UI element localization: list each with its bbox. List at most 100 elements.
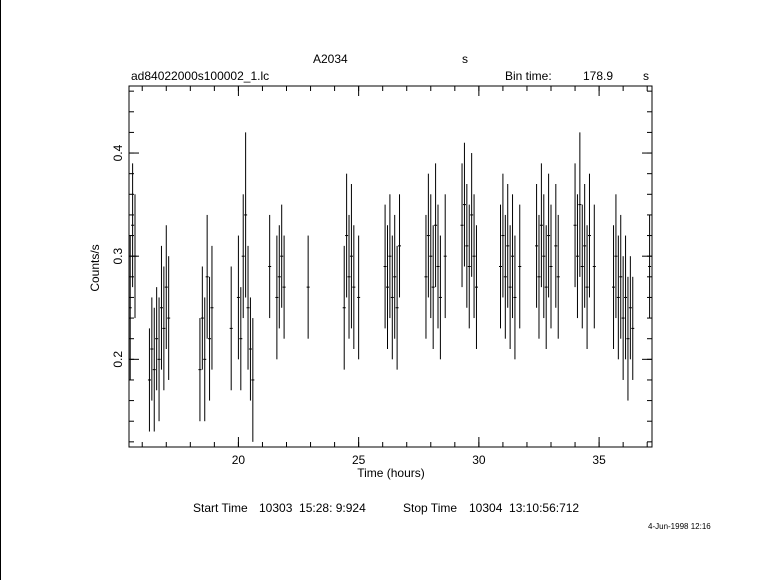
data-point bbox=[535, 183, 539, 308]
data-point bbox=[587, 173, 591, 298]
data-point bbox=[280, 204, 284, 308]
data-point bbox=[131, 163, 135, 288]
data-point bbox=[239, 287, 243, 391]
data-point bbox=[648, 214, 652, 319]
data-point bbox=[616, 235, 620, 360]
data-point bbox=[241, 194, 245, 319]
stop-time-value: 10304 13:10:56:712 bbox=[469, 501, 580, 515]
data-point bbox=[467, 204, 471, 329]
start-time-label: Start Time bbox=[193, 501, 248, 515]
data-point bbox=[542, 194, 546, 319]
data-point bbox=[229, 266, 233, 391]
data-point bbox=[155, 287, 159, 391]
plot-title: A2034 bbox=[313, 52, 348, 66]
plot-frame bbox=[128, 85, 653, 448]
window-left-edge bbox=[0, 0, 1, 580]
major-ticks bbox=[129, 86, 652, 447]
data-point bbox=[472, 194, 476, 319]
data-point bbox=[251, 318, 255, 442]
data-point bbox=[133, 194, 137, 319]
data-point bbox=[159, 245, 163, 370]
data-point bbox=[556, 214, 560, 339]
data-point bbox=[501, 173, 505, 298]
start-time-value: 10303 15:28: 9:924 bbox=[259, 501, 366, 515]
data-point bbox=[282, 235, 286, 339]
title-suffix: s bbox=[462, 52, 468, 66]
data-point bbox=[167, 256, 171, 380]
data-point bbox=[352, 225, 356, 350]
data-point bbox=[157, 297, 161, 422]
data-point bbox=[200, 266, 204, 370]
data-point bbox=[443, 194, 447, 319]
x-tick-label: 30 bbox=[472, 453, 486, 467]
data-point bbox=[578, 132, 582, 277]
data-point bbox=[621, 256, 625, 380]
data-point bbox=[277, 225, 281, 329]
data-point bbox=[506, 183, 510, 308]
y-axis-label: Counts/s bbox=[88, 244, 102, 291]
data-point bbox=[503, 214, 507, 339]
data-point bbox=[434, 163, 438, 288]
data-point bbox=[388, 194, 392, 319]
data-point bbox=[573, 163, 577, 288]
data-point bbox=[429, 194, 433, 319]
data-point bbox=[347, 214, 351, 339]
data-point bbox=[424, 214, 428, 339]
x-tick-label: 35 bbox=[592, 453, 606, 467]
data-point bbox=[436, 204, 440, 329]
data-point bbox=[614, 194, 618, 319]
data-point bbox=[537, 214, 541, 339]
bin-time-value: 178.9 bbox=[583, 69, 614, 83]
x-tick-label: 20 bbox=[232, 453, 246, 467]
y-tick-label: 0.2 bbox=[111, 351, 125, 368]
data-point bbox=[342, 245, 346, 370]
data-point bbox=[128, 235, 132, 380]
data-point bbox=[511, 194, 515, 319]
data-point bbox=[539, 163, 543, 288]
data-point bbox=[306, 235, 310, 339]
data-point bbox=[205, 214, 209, 339]
data-point bbox=[518, 204, 522, 329]
data-point bbox=[583, 183, 587, 308]
data-point bbox=[236, 235, 240, 360]
data-point bbox=[208, 276, 212, 401]
data-point bbox=[244, 132, 248, 298]
data-point bbox=[460, 163, 464, 288]
data-point bbox=[246, 245, 250, 370]
data-point bbox=[383, 204, 387, 329]
data-point bbox=[585, 225, 589, 350]
data-point bbox=[385, 225, 389, 350]
stop-time-label: Stop Time bbox=[403, 501, 458, 515]
data-point bbox=[513, 235, 517, 360]
data-point bbox=[624, 235, 628, 360]
data-point bbox=[431, 225, 435, 350]
y-tick-label: 0.3 bbox=[111, 248, 125, 265]
data-point bbox=[268, 214, 272, 319]
data-point bbox=[203, 297, 207, 422]
data-point bbox=[438, 235, 442, 360]
data-point bbox=[248, 297, 252, 401]
data-point bbox=[147, 328, 151, 432]
data-point bbox=[150, 297, 154, 401]
data-point bbox=[470, 153, 474, 277]
data-point bbox=[393, 214, 397, 339]
data-point bbox=[575, 194, 579, 319]
data-point bbox=[275, 235, 279, 360]
date-stamp: 4-Jun-1998 12:16 bbox=[648, 522, 711, 531]
data-point bbox=[152, 307, 156, 432]
data-points bbox=[128, 132, 652, 442]
data-point bbox=[631, 276, 635, 380]
data-point bbox=[619, 214, 623, 339]
data-point bbox=[349, 183, 353, 329]
filename-label: ad84022000s100002_1.lc bbox=[131, 69, 270, 83]
x-tick-label: 25 bbox=[352, 453, 366, 467]
data-point bbox=[554, 183, 558, 308]
data-point bbox=[162, 266, 166, 391]
data-point bbox=[544, 225, 548, 350]
data-point bbox=[398, 194, 402, 298]
data-point bbox=[549, 204, 553, 329]
bin-time-label: Bin time: bbox=[505, 69, 552, 83]
data-point bbox=[210, 245, 214, 370]
data-point bbox=[465, 183, 469, 308]
data-point bbox=[395, 245, 399, 370]
